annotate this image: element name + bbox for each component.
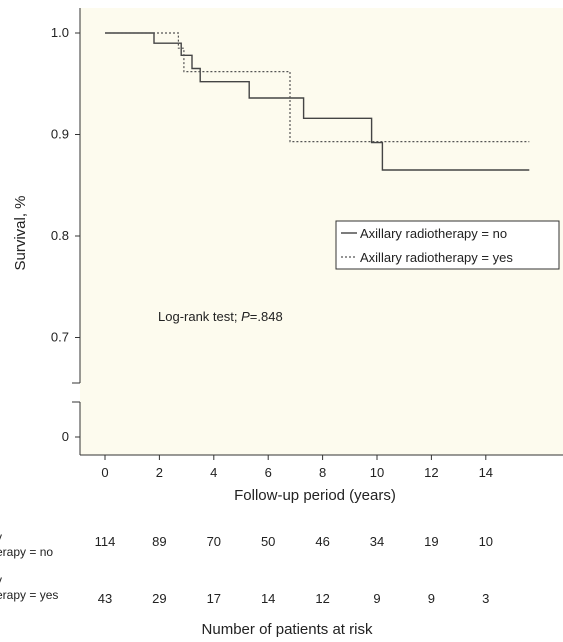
risk-cell: 17 (207, 591, 221, 606)
risk-cell: 14 (261, 591, 275, 606)
risk-cell: 29 (152, 591, 166, 606)
x-tick-label: 4 (210, 465, 217, 480)
legend: Axillary radiotherapy = no Axillary radi… (335, 220, 560, 270)
risk-values: 114 89 70 50 46 34 19 10 43 29 17 14 12 9 9 3 (95, 534, 493, 606)
risk-table-title: Number of patients at risk (202, 621, 373, 638)
risk-row-label-yes-line1: y (0, 573, 2, 587)
risk-row-label-no-line2: erapy = no (0, 545, 53, 559)
risk-cell: 89 (152, 534, 166, 549)
risk-cell: 19 (424, 534, 438, 549)
annotation-prefix: Log-rank test; (158, 309, 241, 324)
y-tick-label: 1.0 (51, 25, 69, 40)
km-curve-no (105, 32, 530, 171)
risk-cell: 70 (207, 534, 221, 549)
x-axis-title: Follow-up period (years) (234, 487, 396, 504)
km-curve-yes (105, 32, 530, 143)
x-tick-label: 14 (479, 465, 493, 480)
risk-cell: 114 (95, 534, 116, 549)
risk-row-label-no-line1: y (0, 530, 2, 544)
axes-group (72, 8, 563, 456)
annotation-p-value: =.848 (250, 309, 283, 324)
risk-cell: 12 (315, 591, 329, 606)
y-tick-label: 0.7 (51, 330, 69, 345)
series-group (105, 32, 530, 171)
risk-cell: 46 (315, 534, 329, 549)
ticks-group: 0 0.7 0.8 0.9 1.0 0 2 4 6 8 10 12 14 (51, 25, 493, 480)
x-tick-label: 8 (319, 465, 326, 480)
x-tick-label: 12 (424, 465, 438, 480)
risk-cell: 34 (370, 534, 384, 549)
log-rank-annotation: Log-rank test; P=.848 (158, 309, 283, 324)
x-tick-label: 6 (265, 465, 272, 480)
risk-table: y erapy = no y erapy = yes 1148970504634… (0, 530, 493, 638)
risk-row-label-yes-line2: erapy = yes (0, 588, 58, 602)
legend-box (335, 220, 560, 270)
risk-cell: 10 (479, 534, 493, 549)
x-tick-label: 2 (156, 465, 163, 480)
x-tick-label: 0 (101, 465, 108, 480)
risk-cell: 9 (428, 591, 435, 606)
annotation-p-symbol: P (241, 309, 250, 324)
risk-cell: 50 (261, 534, 275, 549)
legend-label-no: Axillary radiotherapy = no (360, 226, 507, 241)
y-tick-label: 0.9 (51, 127, 69, 142)
y-tick-label: 0.8 (51, 228, 69, 243)
y-axis-title: Survival, % (12, 195, 29, 270)
x-tick-label: 10 (370, 465, 384, 480)
risk-cell: 43 (98, 591, 112, 606)
y-tick-label: 0 (62, 429, 69, 444)
legend-label-yes: Axillary radiotherapy = yes (360, 250, 513, 265)
risk-cell: 9 (373, 591, 380, 606)
risk-cell: 3 (482, 591, 489, 606)
